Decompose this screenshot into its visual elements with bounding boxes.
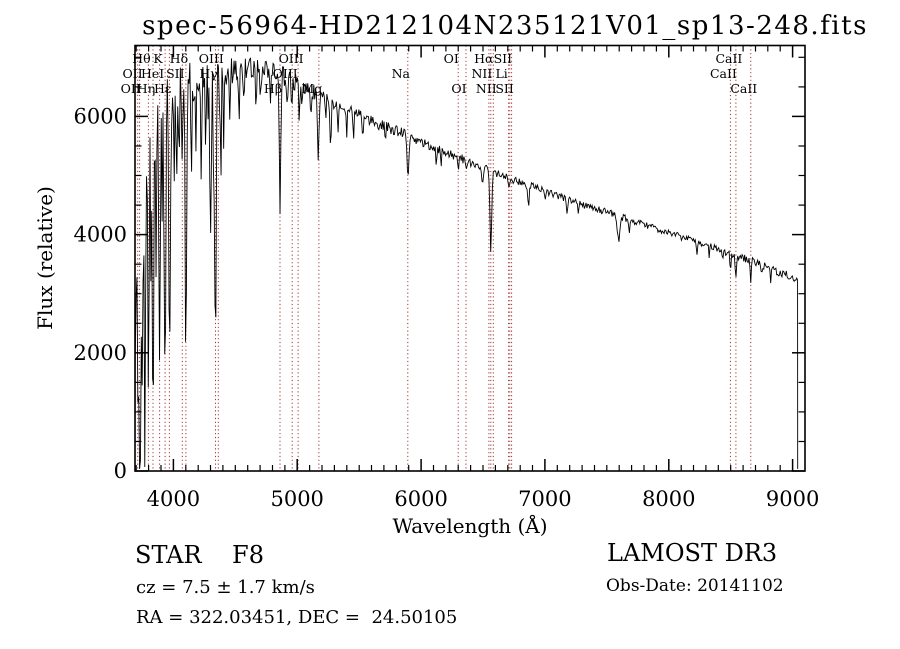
svg-text:Hε: Hε [154, 81, 171, 96]
svg-text:OIII: OIII [273, 66, 298, 81]
svg-text:6000: 6000 [394, 487, 447, 511]
svg-text:0: 0 [114, 459, 127, 483]
svg-text:Hδ: Hδ [170, 51, 188, 66]
svg-text:4000: 4000 [147, 487, 200, 511]
svg-text:OIII: OIII [279, 51, 304, 66]
svg-text:5000: 5000 [270, 487, 323, 511]
svg-text:NII: NII [476, 81, 497, 96]
survey-text: LAMOST DR3 [607, 539, 778, 567]
svg-text:K: K [153, 51, 163, 66]
x-axis-title: Wavelength (Å) [392, 513, 547, 538]
svg-text:OII: OII [123, 66, 143, 81]
tick-labels: 4000 5000 6000 7000 8000 9000 0 2000 4000 6000 [74, 104, 820, 511]
svg-text:NII: NII [471, 66, 492, 81]
svg-text:Hη: Hη [137, 81, 155, 96]
svg-text:SII: SII [495, 81, 514, 96]
svg-text:Li: Li [495, 66, 507, 81]
svg-text:CaII: CaII [715, 51, 742, 66]
svg-text:8000: 8000 [642, 487, 695, 511]
svg-text:OIII: OIII [199, 51, 224, 66]
svg-text:Na: Na [392, 66, 411, 81]
cz-text: cz = 7.5 ± 1.7 km/s [136, 577, 315, 598]
radec-text: RA = 322.03451, DEC = 24.50105 [136, 607, 458, 628]
svg-text:6000: 6000 [74, 104, 127, 128]
svg-text:4000: 4000 [74, 223, 127, 247]
svg-text:CaII: CaII [710, 66, 737, 81]
svg-text:7000: 7000 [518, 487, 571, 511]
figure-title: spec-56964-HD212104N235121V01_sp13-248.f… [142, 11, 868, 41]
svg-text:SII: SII [166, 66, 185, 81]
obsdate-text: Obs-Date: 20141102 [606, 576, 784, 596]
svg-text:2000: 2000 [74, 341, 127, 365]
svg-text:SII: SII [494, 51, 513, 66]
svg-text:OI: OI [444, 51, 459, 66]
spectrum-trace [134, 57, 799, 469]
y-axis-title: Flux (relative) [33, 186, 57, 330]
svg-text:HeI: HeI [141, 66, 164, 81]
svg-text:Hα: Hα [474, 51, 494, 66]
axes-frame [134, 44, 806, 472]
svg-text:OI: OI [451, 81, 466, 96]
svg-text:Mg: Mg [301, 81, 322, 96]
svg-text:Hγ: Hγ [199, 66, 217, 81]
svg-text:Hβ: Hβ [264, 81, 282, 96]
svg-text:Hθ: Hθ [132, 51, 150, 66]
svg-text:9000: 9000 [766, 487, 819, 511]
classification-text: STAR F8 [135, 541, 264, 569]
svg-text:CaII: CaII [730, 81, 757, 96]
